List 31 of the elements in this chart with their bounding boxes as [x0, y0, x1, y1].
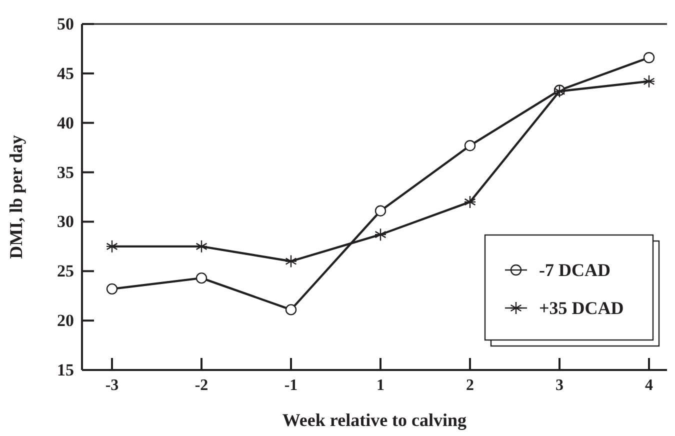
point	[106, 283, 118, 295]
y-axis-title: DMI, lb per day	[6, 135, 26, 259]
x-tick-label: -2	[194, 377, 208, 394]
point	[106, 240, 118, 254]
x-tick-label: -1	[284, 377, 298, 394]
point	[643, 52, 655, 64]
point	[195, 240, 208, 254]
point	[285, 304, 297, 316]
point	[374, 228, 387, 242]
y-tick-label: 40	[57, 113, 74, 132]
y-tick-label: 45	[57, 64, 74, 83]
point	[196, 272, 208, 284]
x-tick-label: 3	[556, 377, 564, 394]
y-tick-label: 20	[57, 311, 74, 330]
y-tick-label: 50	[57, 14, 74, 34]
point	[642, 74, 656, 88]
y-tick-label: 35	[57, 162, 74, 182]
y-tick-label: 25	[57, 262, 74, 281]
y-tick-label: 15	[57, 360, 74, 380]
x-tick-label: 4	[645, 377, 653, 394]
point	[284, 254, 298, 268]
legend-label: -7 DCAD	[539, 260, 610, 280]
y-tick-label: 30	[57, 212, 74, 232]
x-tick-label: -3	[105, 377, 119, 394]
x-axis-title: Week relative to calving	[282, 410, 467, 430]
point	[464, 140, 476, 152]
x-tick-label: 1	[376, 377, 384, 394]
point	[464, 195, 476, 209]
legend-label: +35 DCAD	[539, 298, 624, 318]
x-tick-label: 2	[466, 377, 474, 394]
point	[374, 205, 386, 216]
